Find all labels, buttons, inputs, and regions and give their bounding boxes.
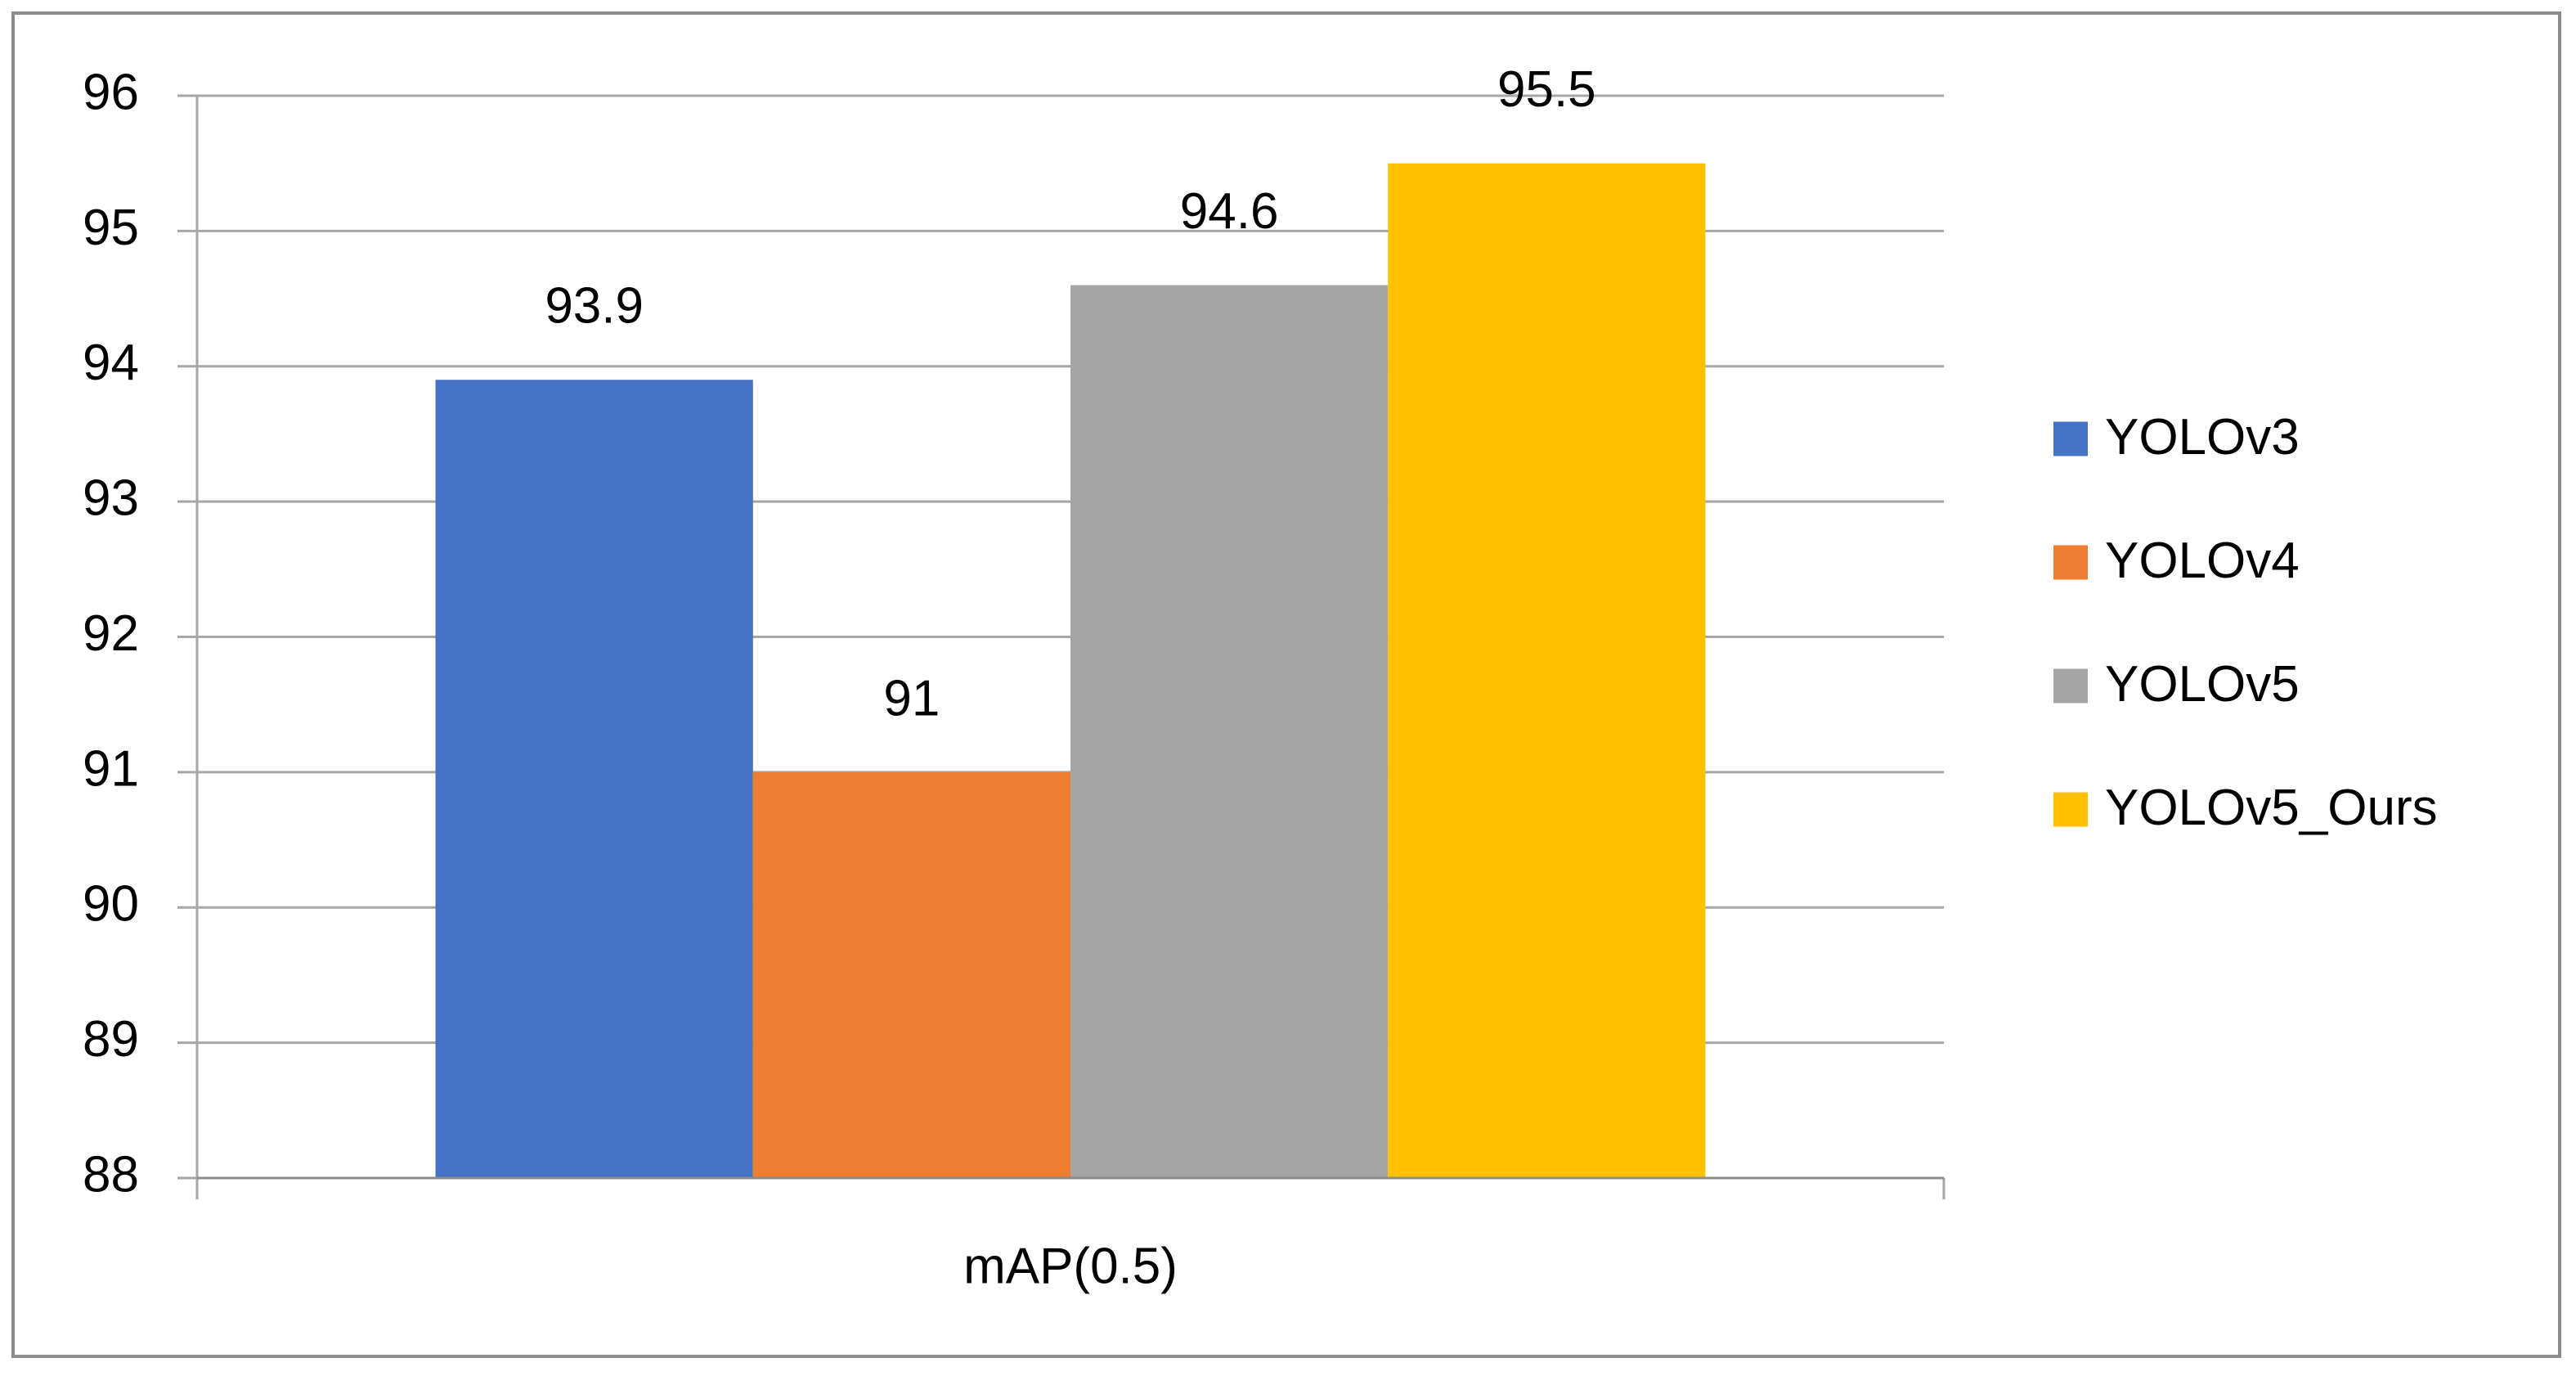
legend-label: YOLOv5 (2105, 656, 2300, 713)
data-label: 93.9 (545, 278, 644, 335)
legend-label: YOLOv4 (2105, 533, 2300, 589)
data-label: 94.6 (1180, 183, 1279, 240)
legend-swatch (2053, 792, 2088, 827)
y-tick-label: 89 (83, 1011, 139, 1068)
y-tick-label: 93 (83, 470, 139, 527)
y-tick-label: 91 (83, 740, 139, 797)
x-tick-label: mAP(0.5) (963, 1238, 1178, 1294)
data-label: 95.5 (1497, 61, 1596, 118)
bar (1388, 163, 1706, 1178)
data-label: 91 (883, 670, 940, 726)
legend-swatch (2053, 421, 2088, 456)
bar (1070, 285, 1389, 1178)
legend-label: YOLOv5_Ours (2105, 780, 2438, 836)
bar (752, 771, 1070, 1178)
y-tick-label: 88 (83, 1146, 139, 1203)
y-tick-label: 92 (83, 605, 139, 662)
y-tick-label: 96 (83, 64, 139, 120)
legend-swatch (2053, 668, 2088, 704)
legend-swatch (2053, 545, 2088, 580)
bar (435, 380, 753, 1179)
y-tick-label: 94 (83, 335, 139, 391)
legend-label: YOLOv3 (2105, 409, 2300, 465)
y-tick-label: 90 (83, 876, 139, 933)
y-tick-label: 95 (83, 200, 139, 256)
